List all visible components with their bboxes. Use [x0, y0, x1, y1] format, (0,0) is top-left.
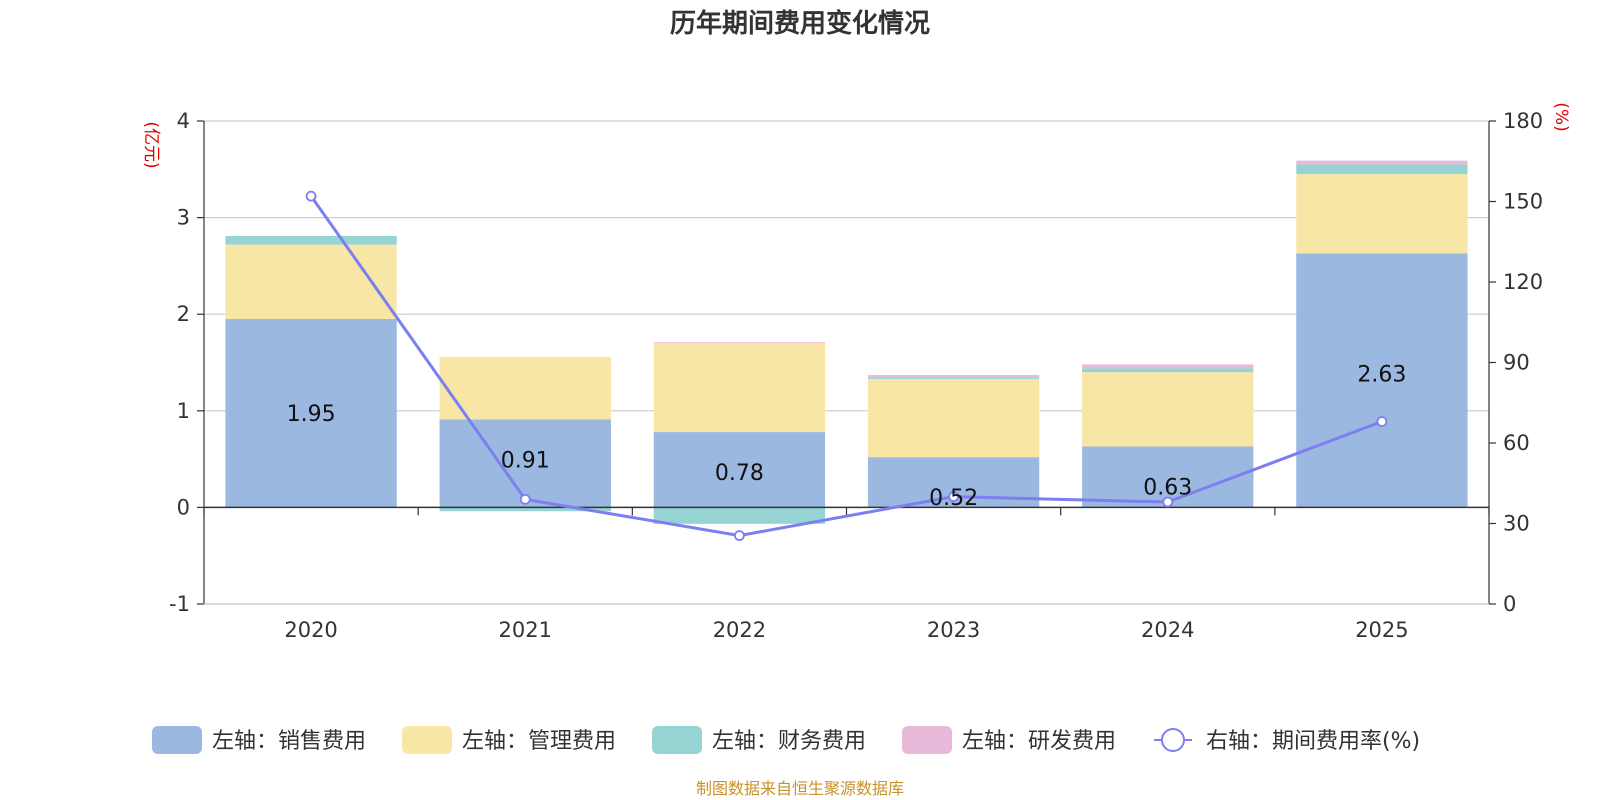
x-axis-label-2022: 2022 — [713, 618, 766, 642]
bar-segment-4-2024 — [1082, 364, 1254, 369]
bar-segment-1-2021 — [439, 419, 611, 508]
bar-segment-1-2022 — [653, 432, 826, 508]
bar-segment-3-2025 — [1296, 164, 1468, 175]
bar-segment-4-2022 — [653, 342, 826, 344]
data-label-2023: 0.52 — [929, 486, 978, 511]
bar-segment-2-2024 — [1082, 372, 1254, 447]
data-labels-layer: 1.95 0.91 0.78 0.52 0.63 2.63 — [287, 362, 1407, 511]
rate-point-2023 — [948, 491, 959, 503]
bar-segment-1-2020 — [225, 319, 397, 508]
right-axis-tick-label: 60 — [1503, 431, 1530, 455]
rate-point-2020 — [305, 190, 317, 202]
bar-segment-3-2020 — [225, 235, 397, 245]
right-axis-tick-label: 90 — [1503, 351, 1530, 375]
legend-label-3: 左轴：财务费用 — [712, 729, 866, 754]
left-axis-tick-label: 4 — [177, 109, 190, 133]
left-axis-unit: (亿元) — [141, 121, 161, 168]
left-axis-tick-label: 1 — [177, 399, 190, 423]
legend: 左轴：销售费用 左轴：管理费用 左轴：财务费用 左轴：研发费用 右轴：期间费用率(%) — [152, 726, 1420, 754]
right-axis-unit: (%) — [1551, 102, 1571, 131]
bar-segment-3-2022 — [653, 507, 826, 524]
source-note: 制图数据来自恒生聚源数据库 — [696, 779, 904, 798]
bar-segment-3-2023 — [867, 377, 1040, 379]
legend-swatch-4 — [902, 726, 952, 754]
rate-point-2022 — [734, 530, 745, 541]
rate-point-2025 — [1376, 416, 1388, 427]
rate-point-2021 — [519, 493, 531, 505]
bar-segment-2-2025 — [1296, 174, 1468, 254]
data-label-2024: 0.63 — [1143, 476, 1192, 501]
legend-label-1: 左轴：销售费用 — [212, 729, 366, 754]
data-label-2022: 0.78 — [715, 461, 764, 486]
bar-segment-2-2023 — [867, 378, 1040, 458]
left-axis-tick-label: 0 — [177, 495, 190, 519]
bar-segment-2-2020 — [225, 244, 397, 320]
legend-swatch-2 — [402, 726, 452, 754]
legend-circle-swatch — [1161, 728, 1185, 752]
right-axis-tick-label: 180 — [1503, 109, 1543, 133]
legend-swatch-3 — [652, 726, 702, 754]
right-axis-tick-label: 0 — [1503, 592, 1516, 616]
right-axis-tick-label: 120 — [1503, 270, 1543, 294]
data-label-2020: 1.95 — [287, 402, 336, 427]
left-axis-tick-label: 2 — [177, 302, 190, 326]
legend-label-2: 左轴：管理费用 — [462, 729, 616, 754]
bar-segment-3-2021 — [439, 507, 611, 512]
rate-line-layer — [305, 190, 1388, 541]
x-axis-label-2021: 2021 — [499, 618, 552, 642]
data-label-2021: 0.91 — [501, 448, 550, 473]
legend-label-4: 左轴：研发费用 — [962, 729, 1116, 754]
bars-layer — [225, 160, 1468, 524]
bar-segment-2-2021 — [439, 356, 611, 420]
bar-segment-3-2024 — [1082, 368, 1254, 373]
legend-label-5: 右轴：期间费用率(%) — [1206, 729, 1420, 754]
right-axis-tick-label: 150 — [1503, 190, 1543, 214]
left-axis-tick-label: 3 — [177, 206, 190, 230]
rate-line — [309, 195, 1383, 538]
bar-segment-2-2022 — [653, 343, 826, 433]
chart-title: 历年期间费用变化情况 — [670, 8, 930, 39]
left-axis-tick-label: -1 — [169, 592, 190, 616]
data-label-2025: 2.63 — [1357, 362, 1406, 387]
right-axis-tick-label: 30 — [1503, 512, 1530, 536]
x-axis-label-2023: 2023 — [927, 618, 980, 642]
legend-swatch-1 — [152, 726, 202, 754]
x-axis-label-2024: 2024 — [1141, 618, 1194, 642]
rate-point-2024 — [1162, 496, 1174, 508]
bar-segment-1-2025 — [1296, 253, 1468, 508]
x-axis-label-2025: 2025 — [1355, 618, 1408, 642]
axes-layer: -1 0 1 2 3 4 0 30 60 90 120 150 180 2020 2021 2022 2023 2… — [169, 109, 1543, 642]
x-axis-label-2020: 2020 — [284, 618, 337, 642]
bar-segment-4-2025 — [1296, 160, 1468, 165]
bar-segment-4-2023 — [867, 375, 1040, 378]
